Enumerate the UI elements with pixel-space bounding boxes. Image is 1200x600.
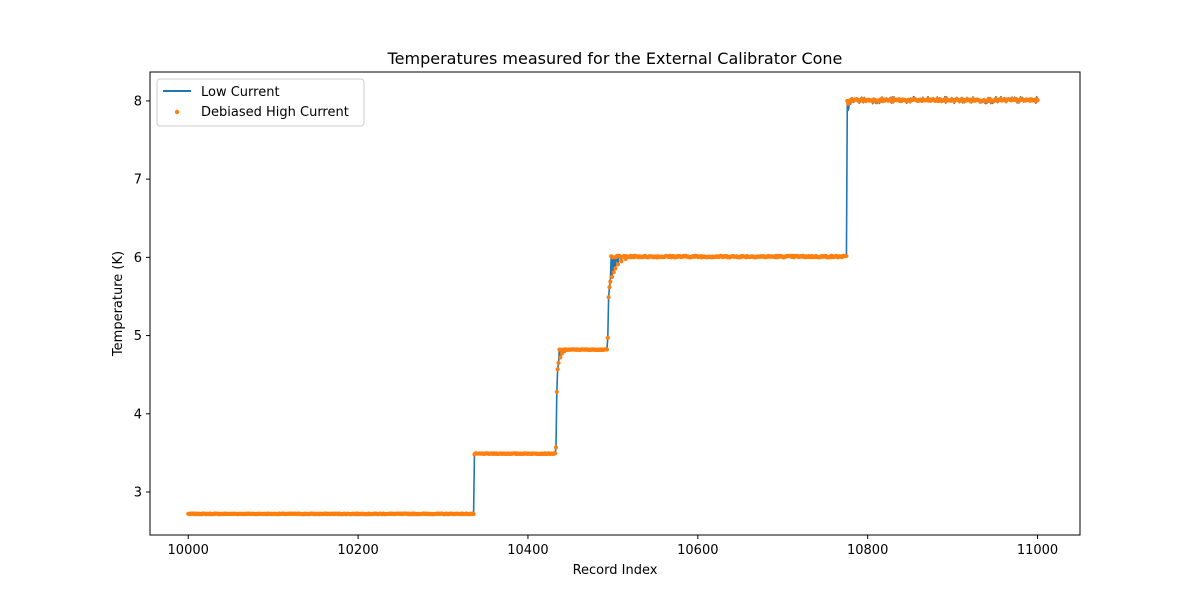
scatter-point [1035, 98, 1040, 103]
plot-area [186, 95, 1040, 517]
x-tick-label: 10600 [677, 543, 718, 558]
legend: Low Current Debiased High Current [156, 78, 365, 127]
scatter-point [615, 262, 621, 267]
y-tick-label: 6 [134, 251, 142, 266]
scatter-point [606, 295, 611, 300]
legend-label-debiased-high-current: Debiased High Current [201, 105, 349, 120]
scatter-point [558, 355, 563, 360]
legend-dot-swatch [174, 109, 180, 115]
scatter-point [844, 253, 849, 259]
scatter-point [619, 259, 624, 264]
scatter-point [553, 445, 559, 450]
legend-box [156, 78, 365, 127]
y-tick-label: 8 [134, 94, 142, 109]
scatter-point [556, 360, 561, 366]
x-tick-label: 10800 [847, 543, 888, 558]
y-axis: 3 4 5 6 7 8 [134, 94, 150, 500]
legend-label-low-current: Low Current [201, 85, 280, 100]
scatter-point [604, 347, 610, 352]
scatter-point [553, 451, 558, 456]
scatter-point [609, 274, 615, 280]
y-tick-label: 4 [134, 407, 142, 422]
x-axis: 10000 10200 10400 10600 10800 11000 [168, 535, 1058, 558]
y-axis-label: Temperature (K) [111, 251, 126, 357]
scatter-point [554, 389, 559, 394]
x-axis-label: Record Index [573, 563, 658, 578]
y-tick-label: 3 [134, 485, 142, 500]
scatter-point [555, 367, 560, 372]
x-tick-label: 10400 [507, 543, 548, 558]
scatter-point [605, 335, 610, 341]
x-tick-label: 10000 [168, 543, 209, 558]
series-debiased-high-current [186, 96, 1040, 517]
scatter-point [611, 270, 616, 275]
scatter-point [613, 266, 618, 271]
chart-title: Temperatures measured for the External C… [387, 49, 843, 68]
x-tick-label: 11000 [1017, 543, 1058, 558]
x-tick-label: 10200 [337, 543, 378, 558]
y-tick-label: 5 [134, 329, 142, 344]
scatter-point [608, 279, 613, 284]
scatter-point [471, 511, 476, 517]
axes-frame [149, 71, 1081, 536]
scatter-point [607, 284, 612, 290]
y-tick-label: 7 [134, 173, 142, 188]
